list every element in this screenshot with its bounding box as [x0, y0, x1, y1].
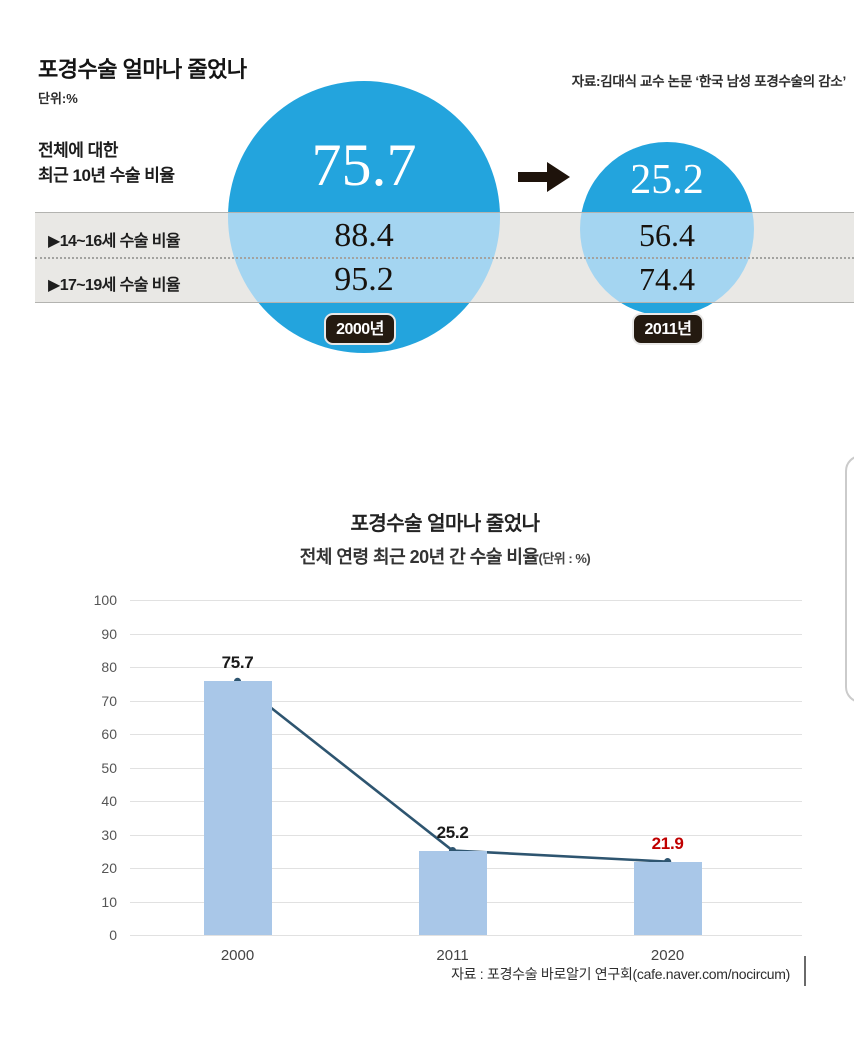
plot-area: 75.7 2000 25.2 2011 21.9 2020 [130, 600, 802, 964]
gridline-80 [130, 667, 802, 668]
bar-2000 [203, 681, 272, 935]
bar-2011 [418, 850, 487, 935]
y-tick-label-50: 50 [101, 759, 117, 776]
gridline-30 [130, 834, 802, 836]
age-row-label-17-19: ▶17~19세 수술 비율 [48, 277, 181, 294]
chart-subtitle-text: 전체 연령 최근 20년 간 수술 비율 [299, 547, 539, 567]
value-label-2011: 25.2 [436, 822, 469, 842]
overall-value-2000: 75.7 [311, 132, 417, 198]
overall-ratio-label: 전체에 대한 최근 10년 수술 비율 [38, 138, 175, 188]
chart-title: 포경수술 얼마나 줄었나 [350, 513, 540, 535]
gridline-70 [130, 700, 802, 702]
x-tick-label-2020: 2020 [650, 947, 685, 964]
chart-source: 자료 : 포경수술 바로알기 연구회(cafe.naver.com/nocirc… [451, 966, 790, 982]
x-tick-label-2011: 2011 [436, 947, 469, 964]
y-tick-label-100: 100 [93, 592, 117, 608]
band-bottom-border [35, 302, 854, 303]
y-tick-label-70: 70 [101, 692, 117, 709]
y-tick-label-30: 30 [101, 826, 117, 843]
y-tick-label-20: 20 [101, 860, 117, 876]
right-arrow-icon [518, 162, 570, 192]
y-tick-label-0: 0 [109, 927, 117, 943]
band-dotted-divider [35, 257, 854, 259]
gridline-40 [130, 801, 802, 802]
y-tick-label-10: 10 [101, 893, 117, 910]
text-cursor-bar [804, 956, 806, 986]
gridline-0 [130, 935, 802, 936]
bar-2020 [633, 861, 702, 935]
value-label-2000: 75.7 [221, 653, 254, 673]
gridline-50 [130, 767, 802, 769]
gridline-90 [130, 633, 802, 635]
gridline-60 [130, 734, 802, 735]
year-badge-2011: 2011년 [632, 313, 704, 345]
y-tick-label-80: 80 [101, 659, 117, 675]
gridline-100 [130, 600, 802, 601]
adjacent-card-edge [845, 455, 854, 703]
value-14-16-2011: 56.4 [639, 217, 695, 253]
age-row-label-14-16: ▶14~16세 수술 비율 [48, 233, 181, 250]
band-top-border [35, 212, 854, 213]
value-label-2020: 21.9 [651, 833, 684, 853]
y-axis-ticks: 0 10 20 30 40 50 60 70 80 90 100 [77, 592, 117, 943]
chart-subtitle-unit: (단위 : %) [538, 551, 591, 566]
value-14-16-2000: 88.4 [334, 217, 394, 254]
value-17-19-2011: 74.4 [639, 261, 695, 297]
chart-subtitle: 전체 연령 최근 20년 간 수술 비율(단위 : %) [30, 543, 854, 569]
y-tick-label-60: 60 [101, 726, 117, 742]
x-tick-label-2000: 2000 [220, 947, 255, 964]
infographic-title: 포경수술 얼마나 줄었나 [38, 57, 247, 82]
overall-value-2011: 25.2 [630, 157, 704, 203]
y-tick-label-40: 40 [101, 793, 117, 809]
overall-ratio-label-line2: 최근 10년 수술 비율 [38, 166, 175, 185]
infographic-unit-note: 단위:% [38, 91, 78, 106]
y-tick-label-90: 90 [101, 625, 117, 642]
year-badge-2000: 2000년 [324, 313, 396, 345]
value-17-19-2000: 95.2 [334, 261, 394, 298]
overall-ratio-label-line1: 전체에 대한 [38, 141, 118, 160]
infographic-source: 자료:김대식 교수 논문 ‘한국 남성 포경수술의 감소’ [571, 74, 847, 89]
